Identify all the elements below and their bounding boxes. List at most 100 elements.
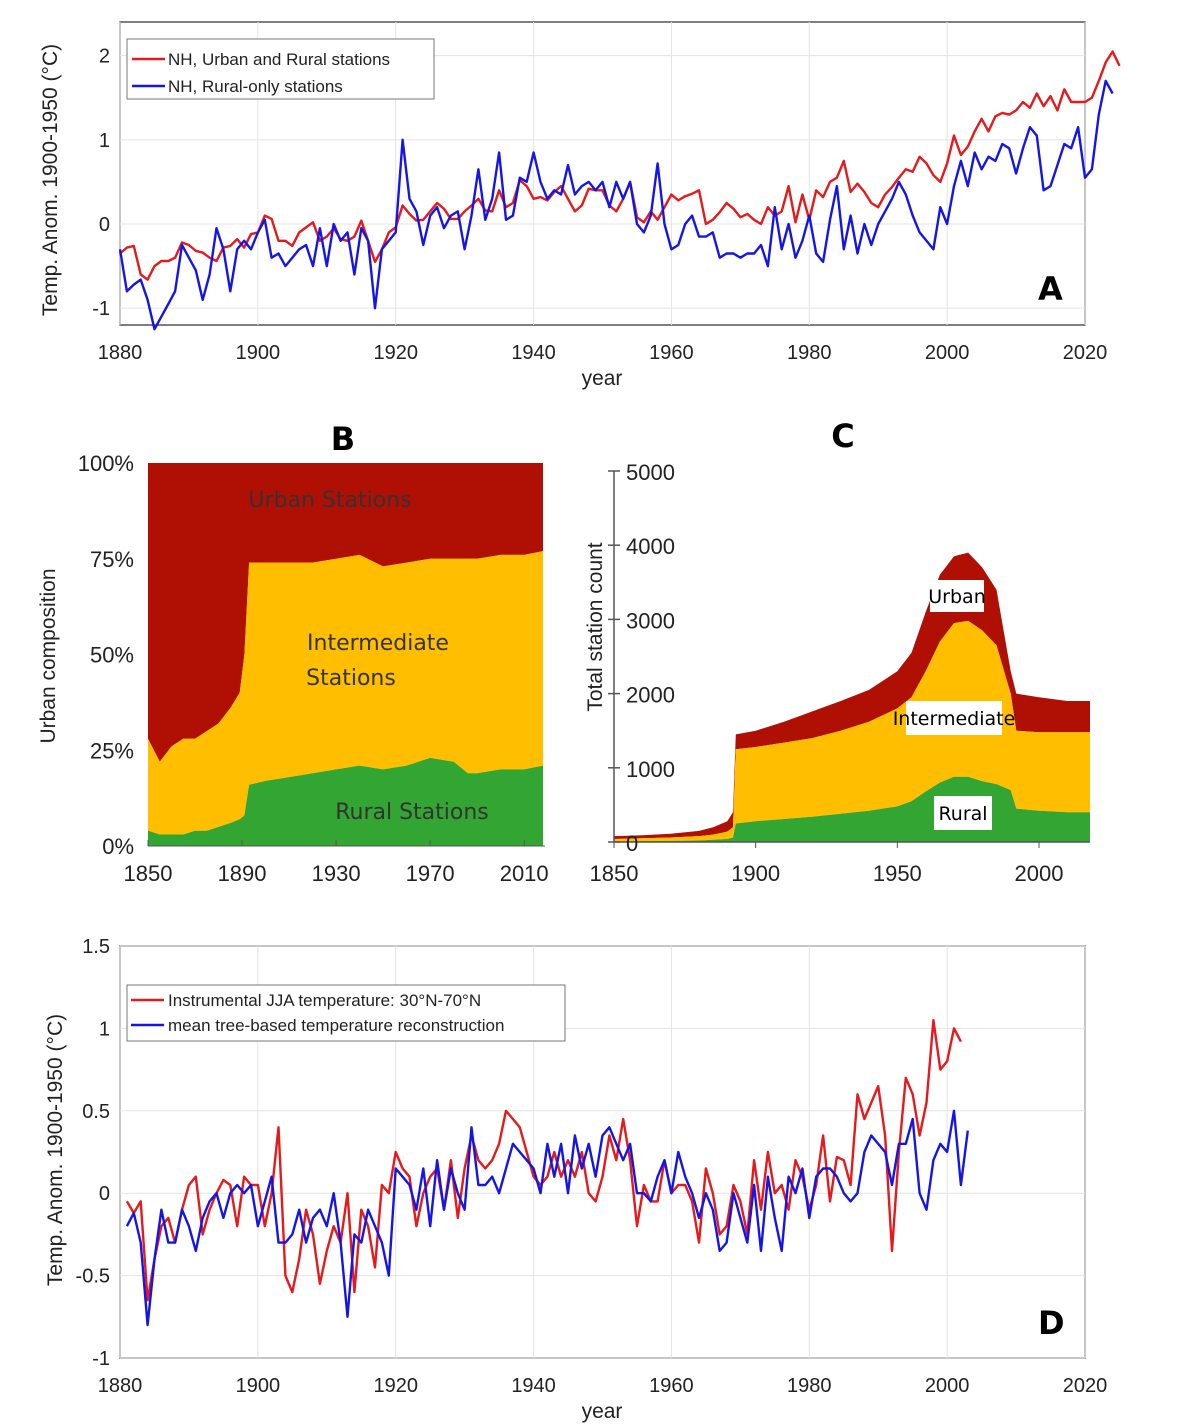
panel-b-x-tick-label: 1930 [312,861,361,886]
panel-b-intermediate-label-1: Intermediate [307,631,449,656]
panel-c-rural-tag-box [934,796,992,830]
panel-d-x-tick-label: 1880 [98,1375,143,1397]
panel-d-x-tick-label: 1900 [236,1375,281,1397]
panel-a-series-line-2 [118,79,1114,331]
panel-b-y-tick-label: 0% [102,834,134,859]
panel-b-letter: B [331,420,355,458]
panel-a-grid [119,22,1086,325]
panel-d-legend-box [126,984,566,1042]
panel-c-intermediate-tag: Intermediate [893,701,1016,735]
panel-c-y-tick-label: 5000 [626,460,675,485]
panel-a-series-line-1 [119,50,1121,281]
panel-a-x-tick-label: 1880 [98,342,143,364]
panel-d-legend: Instrumental JJA temperature: 30°N-70°N … [126,984,566,1042]
panel-d-series-line-1 [125,1019,962,1302]
panel-b-urban-area [148,463,543,762]
panel-d-x-tick-label: 1960 [649,1375,694,1397]
panel-a-legend-label-1: NH, Urban and Rural stations [168,50,390,69]
panel-c-y-tick-label: 2000 [626,683,675,708]
panel-c-y-label: Total station count [584,542,607,711]
panel-c-urban-tag-box [930,580,984,612]
panel-a-x-tick-label: 2000 [925,342,970,364]
panel-a-x-tick-label: 1940 [511,342,556,364]
panel-d-y-label: Temp. Anom. 1900-1950 (°C) [44,1014,67,1286]
panel-c-rural-tag: Rural [934,796,992,830]
panel-b-intermediate-area [148,551,543,835]
panel-c-intermediate-tag-box [906,701,1002,735]
panel-b-x-tick-label: 1850 [124,861,173,886]
panel-c-y-ticks: 0 1000 2000 3000 4000 5000 [608,460,675,856]
panel-b-urban-label: Urban Stations [248,488,411,513]
panel-d-legend-label-2: mean tree-based temperature reconstructi… [168,1016,504,1035]
panel-a-y-tick-label: 2 [99,46,110,68]
panel-c: C 1850 1900 1950 2000 0 1000 2000 3000 4000 5000… [584,417,1090,886]
panel-d-series-line-2 [125,1109,969,1327]
panel-a-y-tick-label: -1 [92,298,110,320]
panel-c-x-tick-label: 1950 [873,861,922,886]
panel-c-letter: C [831,417,854,455]
panel-d-x-ticks: 1880 1900 1920 1940 1960 1980 2000 2020 [98,1375,1108,1397]
panel-a-x-ticks: 1880 1900 1920 1940 1960 1980 2000 2020 [98,342,1108,364]
panel-d: 1880 1900 1920 1940 1960 1980 2000 2020 -1 -0.5 0… [44,936,1107,1423]
panel-b-x-ticks: 1850 1890 1930 1970 2010 [124,840,549,886]
panel-c-x-tick-label: 2000 [1015,861,1064,886]
panel-b-y-label: Urban composition [37,568,60,743]
panel-d-y-tick-label: 0.5 [82,1101,110,1123]
panel-d-y-tick-label: -0.5 [76,1266,110,1288]
panel-c-urban-tag: Urban [928,580,986,612]
panel-d-x-tick-label: 1980 [787,1375,832,1397]
panel-b-intermediate-label-2: Stations [306,666,396,691]
panel-b-rural-area [148,757,543,846]
panel-a: 1880 1900 1920 1940 1960 1980 2000 2020 -1 0 1 2 y… [39,21,1121,390]
panel-b-y-tick-label: 75% [90,547,134,572]
panel-a-legend-label-2: NH, Rural-only stations [168,77,343,96]
panel-d-y-tick-label: -1 [92,1348,110,1370]
panel-d-x-label: year [582,1400,623,1423]
panel-a-legend-box [126,38,435,100]
panel-b-x-tick-label: 1890 [218,861,267,886]
panel-b-x-tick-label: 1970 [406,861,455,886]
panel-b-rural-label: Rural Stations [335,800,489,825]
panel-a-x-tick-label: 1960 [649,342,694,364]
panel-b-y-tick-label: 50% [90,643,134,668]
panel-d-x-tick-label: 1920 [373,1375,418,1397]
panel-c-y-tick-label: 0 [626,831,638,856]
panel-a-y-label: Temp. Anom. 1900-1950 (°C) [39,44,62,316]
panel-a-x-tick-label: 1980 [787,342,832,364]
panel-c-x-tick-label: 1850 [590,861,639,886]
panel-a-legend: NH, Urban and Rural stations NH, Rural-o… [126,38,435,100]
panel-d-y-tick-label: 1 [99,1018,110,1040]
panel-b-y-tick-label: 25% [90,738,134,763]
panel-c-y-tick-label: 3000 [626,608,675,633]
panel-a-y-tick-label: 0 [99,214,110,236]
panel-d-x-tick-label: 1940 [511,1375,556,1397]
panel-b-y-ticks: 0% 25% 50% 75% 100% [78,451,134,859]
panel-c-intermediate-area [614,620,1090,842]
panel-c-y-tick-label: 4000 [626,534,675,559]
panel-b-x-tick-label: 2010 [500,861,549,886]
panel-c-urban-tag-text: Urban [928,586,985,608]
panel-a-y-tick-label: 1 [99,130,110,152]
panel-c-rural-tag-text: Rural [938,803,987,825]
panel-d-lines [125,1019,969,1327]
panel-a-x-tick-label: 2020 [1063,342,1108,364]
panel-c-y-tick-label: 1000 [626,757,675,782]
panel-a-lines [118,50,1121,331]
panel-d-x-tick-label: 2020 [1063,1375,1108,1397]
panel-d-letter: D [1038,1304,1065,1342]
panel-a-x-tick-label: 1900 [236,342,281,364]
panel-d-legend-label-1: Instrumental JJA temperature: 30°N-70°N [168,991,481,1010]
panel-d-y-ticks: -1 -0.5 0 0.5 1 1.5 [76,936,110,1370]
panel-c-x-tick-label: 1900 [731,861,780,886]
panel-a-x-tick-label: 1920 [373,342,418,364]
panel-b-y-tick-label: 100% [78,451,134,476]
panel-b-areas [148,463,543,846]
panel-d-x-tick-label: 2000 [925,1375,970,1397]
panel-a-y-ticks: -1 0 1 2 [92,46,110,320]
panel-c-x-ticks: 1850 1900 1950 2000 [590,842,1064,886]
panel-c-intermediate-tag-text: Intermediate [893,708,1016,730]
panel-a-letter: A [1038,270,1063,308]
panel-a-x-label: year [582,367,623,390]
panel-b: B 1850 1890 1930 1970 2010 0% 25% 50% 75% 100% U… [37,420,549,886]
